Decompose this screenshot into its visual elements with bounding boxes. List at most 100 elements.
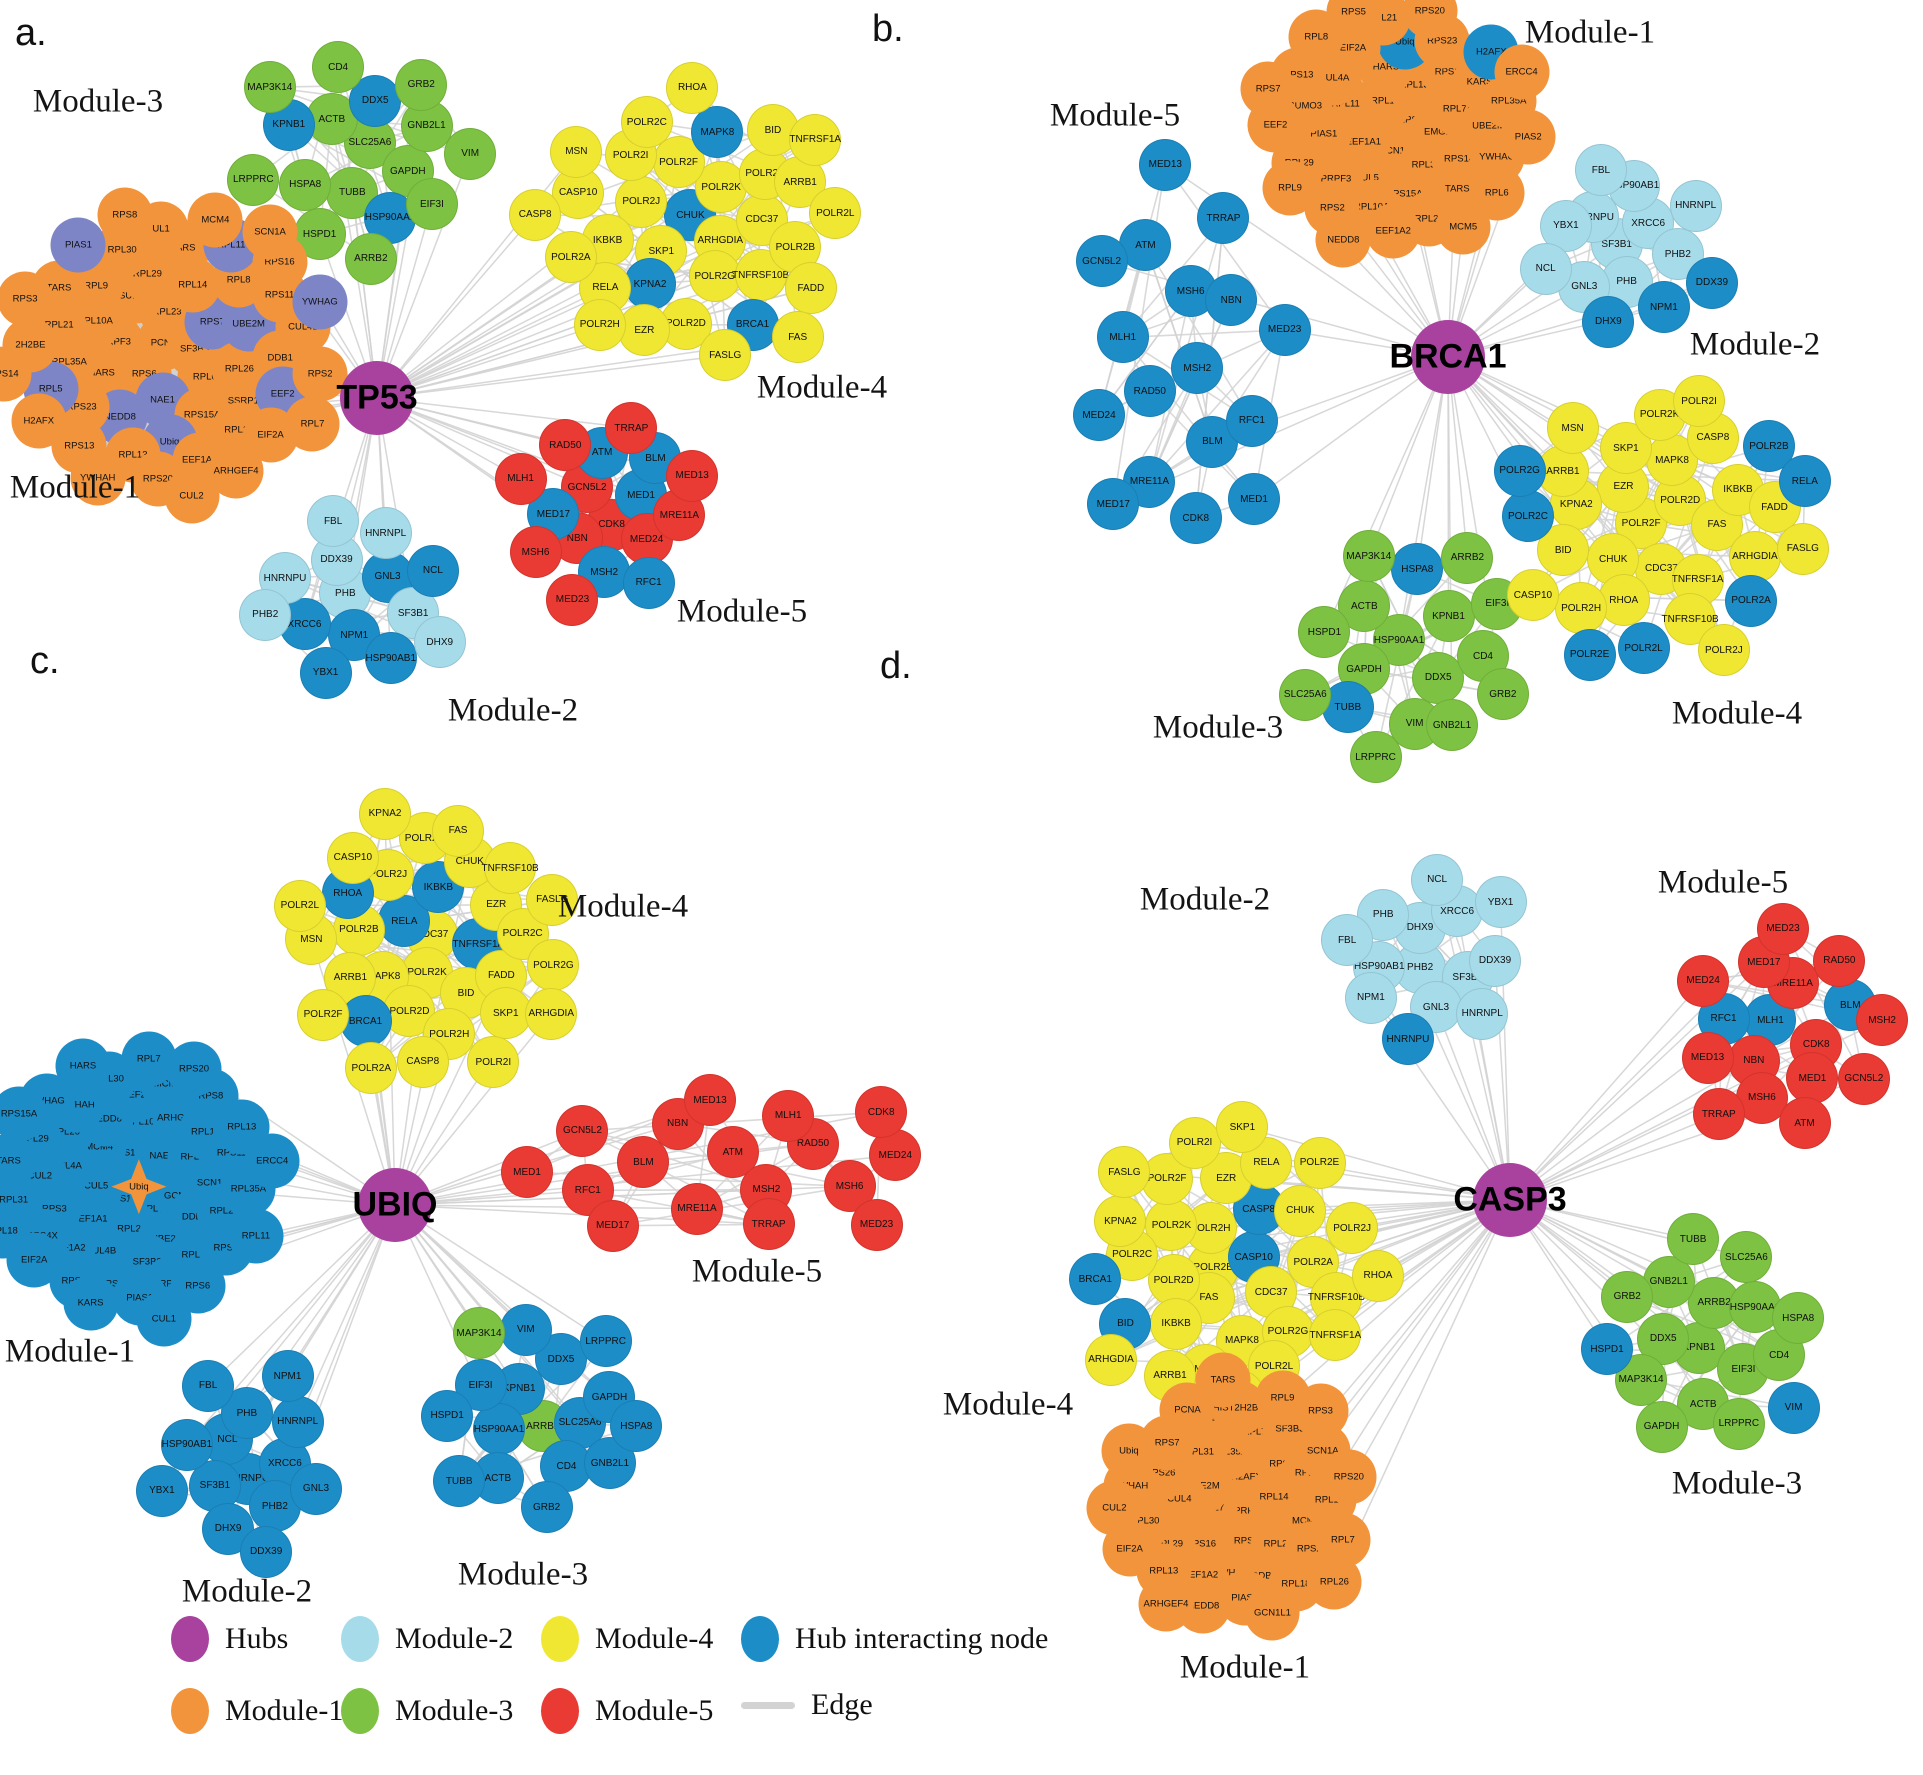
c-node-MED23: MED23 — [850, 1198, 903, 1251]
b-node-KPNB1: KPNB1 — [1422, 590, 1475, 642]
b-node-ATM: ATM — [1119, 219, 1172, 272]
d-node-FASLG: FASLG — [1098, 1146, 1151, 1199]
d-node-YBX1: YBX1 — [1474, 876, 1527, 929]
c-node-TNFRSF10B: TNFRSF10B — [481, 842, 539, 895]
legend-item-module-2: Module-2 — [341, 1616, 513, 1662]
a-node-RFC1: RFC1 — [622, 556, 675, 609]
c-node-TUBB: TUBB — [433, 1455, 486, 1508]
c-node-POLR2I: POLR2I — [467, 1036, 520, 1089]
a-node-EZR: EZR — [618, 304, 671, 357]
c-node-ARHGDIA: ARHGDIA — [525, 987, 578, 1040]
b-node-SLC25A6: SLC25A6 — [1279, 668, 1332, 721]
d-node-DDX39: DDX39 — [1469, 934, 1522, 987]
b-node-NEDD8: NEDD8 — [1315, 212, 1371, 268]
module2-swatch — [341, 1616, 379, 1662]
a-node-EIF3I: EIF3I — [405, 178, 458, 231]
c-module-label-Module-4: Module-4 — [557, 888, 689, 925]
b-node-POLR2E: POLR2E — [1563, 628, 1616, 681]
b-node-EEF1A2: EEF1A2 — [1365, 203, 1421, 259]
d-node-HNRNPU: HNRNPU — [1381, 1013, 1434, 1066]
a-node-MLH1: MLH1 — [494, 452, 547, 505]
d-node-GCN1L1: GCN1L1 — [1244, 1585, 1300, 1641]
a-node-TNFRSF1A: TNFRSF1A — [789, 113, 842, 166]
d-module-label-Module-4: Module-4 — [942, 1386, 1074, 1423]
a-node-FASLG: FASLG — [699, 329, 752, 382]
a-node-MED23: MED23 — [546, 573, 599, 626]
c-node-MRE11A: MRE11A — [671, 1182, 724, 1235]
a-module-label-Module-3: Module-3 — [32, 83, 164, 120]
d-node-TUBB: TUBB — [1667, 1213, 1720, 1266]
a-hub-label: TP53 — [336, 378, 418, 417]
d-node-ARHGDIA: ARHGDIA — [1085, 1333, 1138, 1386]
a-node-HNRNPL: HNRNPL — [359, 507, 412, 560]
module5-swatch — [541, 1688, 579, 1734]
d-node-TRRAP: TRRAP — [1692, 1088, 1745, 1141]
a-hub-node-TP53 — [340, 361, 414, 435]
legend-label: Module-2 — [395, 1622, 514, 1655]
c-node-MLH1: MLH1 — [762, 1089, 815, 1142]
c-node-GNL3: GNL3 — [289, 1462, 342, 1515]
b-node-FASLG: FASLG — [1776, 522, 1829, 575]
b-node-POLR2A: POLR2A — [1725, 574, 1778, 627]
c-node-HSP90AB1: HSP90AB1 — [160, 1418, 213, 1471]
c-node-RPS15A: RPS15A — [0, 1086, 47, 1142]
d-module-label-Module-5: Module-5 — [1657, 864, 1789, 901]
d-node-SLC25A6: SLC25A6 — [1720, 1231, 1773, 1284]
d-node-MED24: MED24 — [1677, 954, 1730, 1007]
a-node-PIAS1: PIAS1 — [50, 217, 106, 273]
d-node-GNL3: GNL3 — [1409, 981, 1462, 1034]
b-node-MED1: MED1 — [1228, 473, 1280, 526]
c-node-CASP8: CASP8 — [396, 1035, 449, 1088]
b-node-HNRNPL: HNRNPL — [1669, 179, 1722, 232]
c-node-MAP3K14: MAP3K14 — [453, 1307, 506, 1360]
b-node-FBL: FBL — [1574, 144, 1627, 197]
c-node-MED17: MED17 — [586, 1199, 639, 1252]
legend-label: Hub interacting node — [795, 1622, 1049, 1655]
a-node-HSP90AB1: HSP90AB1 — [364, 632, 417, 685]
legend-item-module-3: Module-3 — [341, 1688, 513, 1734]
legend-item-hubs: Hubs — [171, 1616, 288, 1662]
b-node-HSPA8: HSPA8 — [1391, 543, 1444, 596]
b-module-label-Module-5: Module-5 — [1049, 97, 1181, 134]
a-node-YWHAG: YWHAG — [292, 274, 348, 330]
legend-label: Hubs — [225, 1622, 289, 1655]
b-node-RFC1: RFC1 — [1225, 394, 1278, 447]
b-node-MED17: MED17 — [1087, 478, 1140, 531]
c-node-DDX39: DDX39 — [240, 1525, 293, 1578]
c-node-CDK8: CDK8 — [855, 1086, 908, 1139]
d-node-BRCA1: BRCA1 — [1069, 1253, 1122, 1306]
d-node-LRPPRC: LRPPRC — [1712, 1397, 1765, 1450]
b-node-NCL: NCL — [1519, 242, 1572, 295]
a-node-CD4: CD4 — [312, 41, 365, 94]
d-module-label-Module-2: Module-2 — [1139, 881, 1271, 918]
edge-line-swatch — [741, 1701, 795, 1709]
a-node-LRPPRC: LRPPRC — [227, 153, 280, 206]
d-node-MSH2: MSH2 — [1856, 994, 1909, 1047]
b-node-MSN: MSN — [1546, 402, 1599, 455]
b-node-MCM5: MCM5 — [1435, 199, 1491, 255]
c-node-HNRNPL: HNRNPL — [271, 1395, 324, 1448]
a-node-RPS3: RPS3 — [0, 271, 53, 327]
b-module-label-Module-3: Module-3 — [1152, 709, 1284, 746]
a-node-CUL2: CUL2 — [164, 468, 220, 524]
c-node-KPNA2: KPNA2 — [359, 787, 412, 840]
a-node-DHX9: DHX9 — [413, 616, 466, 669]
b-node-POLR2G: POLR2G — [1493, 444, 1546, 497]
b-node-MAP3K14: MAP3K14 — [1342, 530, 1395, 583]
d-node-GCN5L2: GCN5L2 — [1837, 1052, 1890, 1105]
legend-label: Module-4 — [595, 1622, 714, 1655]
a-node-HSPA8: HSPA8 — [279, 158, 332, 211]
c-node-HSPD1: HSPD1 — [421, 1389, 474, 1442]
b-node-POLR2I: POLR2I — [1673, 375, 1726, 428]
b-node-GCN5L2: GCN5L2 — [1075, 235, 1128, 288]
d-node-POLR2E: POLR2E — [1293, 1136, 1346, 1189]
c-node-POLR2A: POLR2A — [345, 1042, 398, 1095]
module4-swatch — [541, 1616, 579, 1662]
b-node-CASP10: CASP10 — [1506, 569, 1559, 622]
module1-swatch — [171, 1688, 209, 1734]
d-node-GAPDH: GAPDH — [1635, 1400, 1688, 1453]
c-module-label-Module-2: Module-2 — [181, 1573, 313, 1610]
legend-item-module-5: Module-5 — [541, 1688, 713, 1734]
a-node-POLR2C: POLR2C — [620, 96, 673, 149]
